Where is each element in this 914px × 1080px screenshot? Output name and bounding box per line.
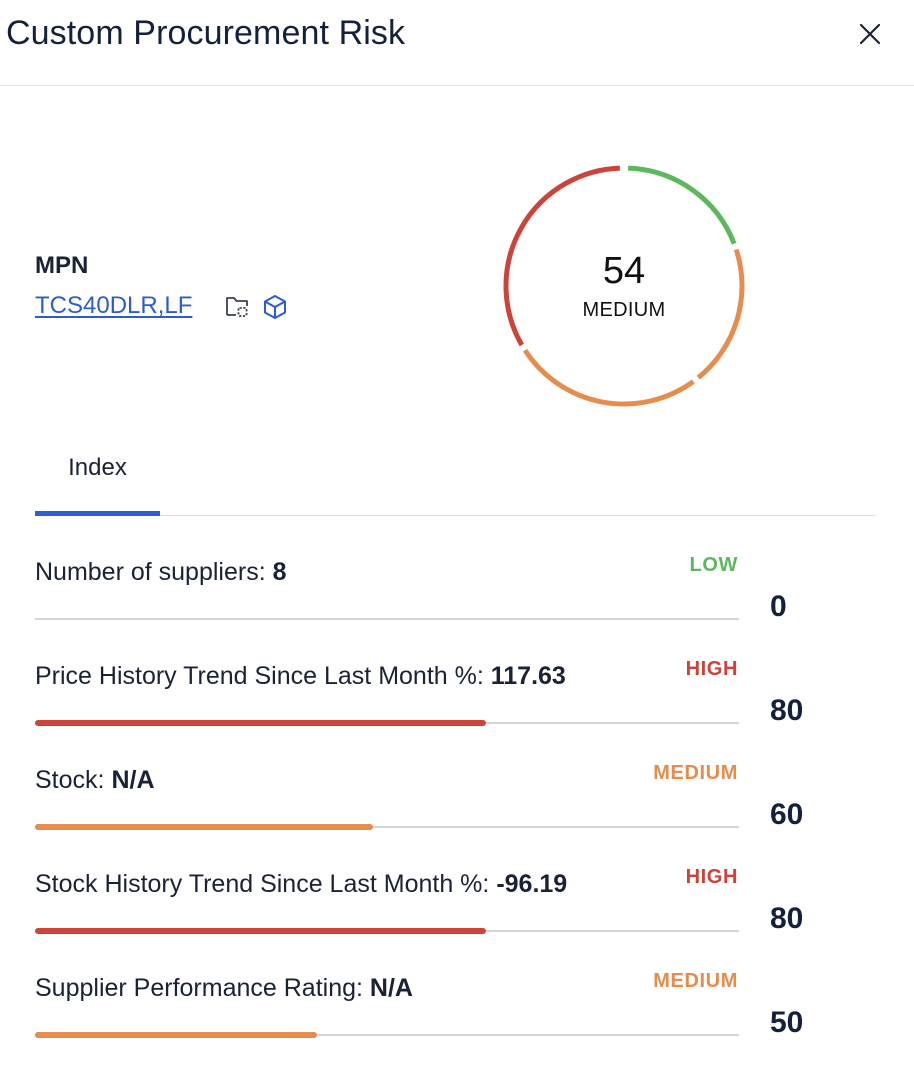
gauge-segment-red [503,165,620,347]
active-tab-indicator [35,511,160,516]
factor-progress-track [35,928,739,934]
factor-score: 60 [770,798,804,831]
factor-label: Supplier Performance Rating: N/A [35,974,413,1002]
gauge-ring [503,165,745,407]
gauge-segment-orange [696,248,745,380]
factor-value: 8 [272,558,287,586]
tab-index-label: Index [68,454,127,481]
copy-icon[interactable] [224,292,252,320]
risk-gauge: 54 MEDIUM [500,162,748,410]
factor-progress-track [35,618,739,620]
panel-header: Custom Procurement Risk [0,0,914,86]
factor-value: N/A [369,974,413,1002]
factor-progress-track [35,824,739,830]
risk-factor-row: Stock: N/A MEDIUM 60 [35,744,885,844]
gauge-score: 54 [602,250,646,292]
factor-progress-track [35,720,739,726]
risk-factor-row: Stock History Trend Since Last Month %: … [35,848,885,948]
close-icon[interactable] [856,20,884,48]
risk-factor-row: Number of suppliers: 8 LOW 0 [35,536,885,636]
factor-progress-fill [35,928,486,934]
factor-level-badge: MEDIUM [653,970,738,992]
factor-value: -96.19 [496,870,568,898]
factor-score: 50 [770,1006,804,1039]
factor-progress-fill [35,1032,317,1038]
factor-value: 117.63 [490,662,566,690]
factor-score: 0 [770,590,787,623]
tab-bar: Index [35,440,876,516]
risk-factor-row: Supplier Performance Rating: N/A MEDIUM … [35,952,885,1052]
tab-index[interactable]: Index [35,440,160,516]
factor-progress-fill [35,824,373,830]
factor-label: Number of suppliers: 8 [35,558,287,586]
factor-score: 80 [770,694,804,727]
gauge-level: MEDIUM [582,299,666,321]
factor-level-badge: LOW [689,554,738,576]
factor-label: Stock History Trend Since Last Month %: … [35,870,568,898]
factor-progress-track [35,1032,739,1038]
factor-score: 80 [770,902,804,935]
factor-level-badge: MEDIUM [653,762,738,784]
risk-factor-row: Price History Trend Since Last Month %: … [35,640,885,740]
factor-label: Stock: N/A [35,766,155,794]
factor-progress-fill [35,720,486,726]
panel-title: Custom Procurement Risk [6,14,406,52]
factor-label: Price History Trend Since Last Month %: … [35,662,566,690]
factor-level-badge: HIGH [685,658,738,680]
mpn-link[interactable]: TCS40DLR,LF [35,292,193,319]
factor-value: N/A [111,766,155,794]
mpn-label: MPN [35,252,89,279]
factor-level-badge: HIGH [685,866,738,888]
gauge-segment-green [628,165,737,245]
cube-icon[interactable] [261,293,289,321]
gauge-segment-orange [522,348,695,407]
